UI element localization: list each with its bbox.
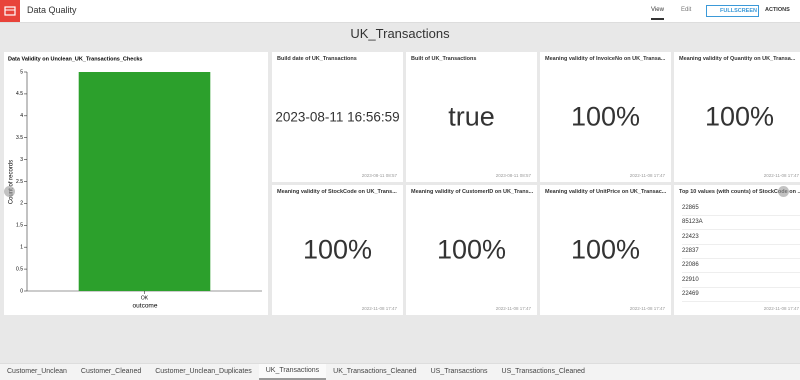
y-tick-label: 2 <box>20 201 23 207</box>
value-row: 85123A15 <box>682 215 800 231</box>
tab-bar: Customer_Unclean Customer_Cleaned Customer… <box>0 363 800 380</box>
x-tick-label: OK <box>141 295 149 301</box>
metric-value: 2023-08-11 16:56:59 <box>275 109 400 125</box>
actions-button[interactable]: ACTIONS <box>765 7 790 13</box>
app-title: Data Quality <box>27 5 77 15</box>
tile-timestamp: 2022-11-08 17:47 <box>629 173 665 178</box>
fullscreen-button[interactable]: FULLSCREEN <box>706 5 759 17</box>
sheet-tab[interactable]: UK_Transactions_Cleaned <box>333 368 417 375</box>
value-row: 2291014 <box>682 273 800 288</box>
y-tick-label: 3.5 <box>16 135 23 141</box>
tile-timestamp: 2022-11-08 17:47 <box>763 173 799 178</box>
sheet-tab[interactable]: Customer_Cleaned <box>80 368 142 375</box>
metric-tile: Meaning validity of UnitPrice on UK_Tran… <box>540 185 671 315</box>
tile-timestamp: 2022-11-08 17:47 <box>629 306 665 311</box>
sheet-tab[interactable]: US_Transacstions <box>430 368 488 375</box>
tile-title: Built of UK_Transactions <box>411 56 477 62</box>
bar-chart: Data Validity on Unclean_UK_Transactions… <box>8 56 262 310</box>
value-row: 2208614 <box>682 258 800 274</box>
tile-title: Top 10 values (with counts) of StockCode… <box>679 189 800 195</box>
value-label: 22469 <box>682 290 699 297</box>
metric-tile: Build date of UK_Transactions 2023-08-11 … <box>272 52 403 182</box>
logo-icon <box>4 6 16 16</box>
y-tick-label: 0 <box>20 288 23 294</box>
metric-value: 100% <box>436 234 507 265</box>
tile-timestamp: 2023-08-11 08:57 <box>495 173 531 178</box>
x-axis-label: outcome <box>133 303 158 310</box>
metric-tile: Meaning validity of Quantity on UK_Trans… <box>674 52 800 182</box>
metric-value: true <box>448 101 495 132</box>
scroll-arrow[interactable] <box>778 186 789 197</box>
y-tick-label: 5 <box>20 69 23 75</box>
metric-value: 100% <box>302 234 373 265</box>
value-row: 2283715 <box>682 244 800 259</box>
top-bar: Data Quality View Edit FULLSCREEN ACTION… <box>0 0 800 23</box>
value-label: 22910 <box>682 276 699 283</box>
tile-title: Meaning validity of UnitPrice on UK_Tran… <box>545 189 667 195</box>
metric-value: 100% <box>704 101 775 132</box>
value-label: 85123A <box>682 219 703 226</box>
tile-title: Meaning validity of InvoiceNo on UK_Tran… <box>545 56 666 62</box>
y-tick-label: 1 <box>20 245 23 251</box>
bar <box>78 72 211 291</box>
metric-tile: Meaning validity of InvoiceNo on UK_Tran… <box>540 52 671 182</box>
tile-timestamp: 2022-11-08 17:47 <box>763 306 799 311</box>
y-tick-label: 0.5 <box>16 266 23 272</box>
dashboard-title: UK_Transactions <box>350 26 450 41</box>
metric-tile: Meaning validity of CustomerID on UK_Tra… <box>406 185 537 315</box>
value-label: 22423 <box>682 233 699 240</box>
value-row: 2242315 <box>682 230 800 245</box>
app-logo[interactable] <box>0 0 20 22</box>
sheet-tab[interactable]: US_Transactions_Cleaned <box>501 368 585 375</box>
chart-title: Data Validity on Unclean_UK_Transactions… <box>8 56 143 62</box>
tile-title: Meaning validity of StockCode on UK_Tran… <box>277 189 397 195</box>
value-label: 22837 <box>682 247 699 254</box>
tile-title: Meaning validity of Quantity on UK_Trans… <box>679 56 796 62</box>
metric-value: 100% <box>570 101 641 132</box>
scroll-arrow[interactable] <box>4 186 15 197</box>
nav-view[interactable]: View <box>651 7 664 20</box>
value-label: 22865 <box>682 205 699 211</box>
tile-title: Build date of UK_Transactions <box>277 56 357 62</box>
tile-timestamp: 2023-08-11 08:57 <box>361 173 397 178</box>
value-row: 2246913 <box>682 287 800 302</box>
tile-timestamp: 2022-11-08 17:47 <box>495 306 531 311</box>
tile-title: Meaning validity of CustomerID on UK_Tra… <box>411 189 534 195</box>
y-tick-label: 1.5 <box>16 223 23 229</box>
y-axis-label: Count of records <box>9 160 15 204</box>
nav-edit[interactable]: Edit <box>681 7 692 13</box>
value-label: 22086 <box>682 262 699 269</box>
top-values-tile: Top 10 values (with counts) of StockCode… <box>674 185 800 315</box>
y-tick-label: 4 <box>20 113 23 119</box>
metric-tile: Meaning validity of StockCode on UK_Tran… <box>272 185 403 315</box>
sheet-tab[interactable]: Customer_Unclean <box>7 368 67 375</box>
sheet-tab[interactable]: Customer_Unclean_Duplicates <box>155 368 252 375</box>
chart-tile: Data Validity on Unclean_UK_Transactions… <box>4 52 268 315</box>
metric-value: 100% <box>570 234 641 265</box>
y-tick-label: 4.5 <box>16 91 23 97</box>
sheet-tab[interactable]: UK_Transactions <box>258 364 327 380</box>
y-tick-label: 2.5 <box>16 179 23 185</box>
value-row: 2286515 <box>682 201 800 216</box>
tile-timestamp: 2022-11-08 17:47 <box>361 306 397 311</box>
y-tick-label: 3 <box>20 157 23 163</box>
